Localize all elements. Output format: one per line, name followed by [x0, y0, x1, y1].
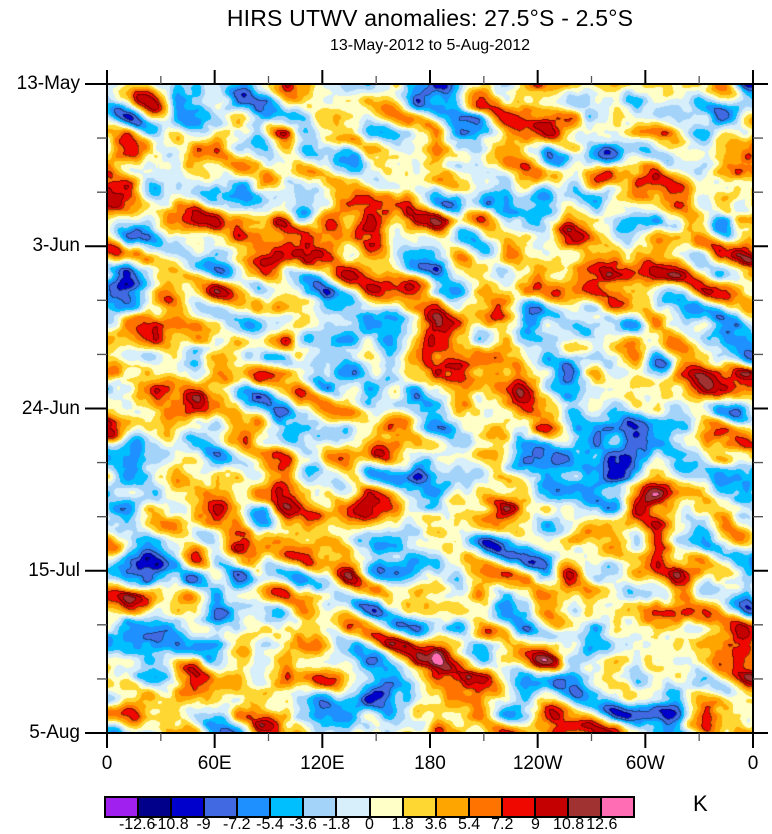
colorbar-segment — [502, 798, 536, 816]
colorbar-tick-label: -12.6 — [118, 816, 156, 833]
major-tick-marks — [85, 70, 768, 748]
colorbar-segment — [205, 798, 239, 816]
chart-subtitle: 13-May-2012 to 5-Aug-2012 — [329, 37, 531, 54]
colorbar-segment — [436, 798, 470, 816]
colorbar-segment — [271, 798, 305, 816]
x-tick-label: 120W — [512, 753, 563, 774]
colorbar-tick-label: -1.8 — [322, 816, 351, 833]
x-tick-label: 0 — [101, 753, 113, 774]
colorbar-tick-label: -7.2 — [222, 816, 251, 833]
colorbar-tick-label: -9 — [196, 816, 211, 833]
plot-frame — [106, 83, 754, 734]
x-tick-label: 180 — [414, 753, 446, 774]
colorbar-segment — [370, 798, 404, 816]
x-tick-label: 60E — [197, 753, 232, 774]
colorbar-segment — [139, 798, 173, 816]
colorbar-tick-label: 10.8 — [553, 816, 585, 833]
colorbar-segment — [238, 798, 272, 816]
y-tick-label: 5-Aug — [29, 722, 80, 743]
y-tick-label: 15-Jul — [28, 559, 80, 581]
colorbar-segment — [469, 798, 503, 816]
contour-field-canvas — [107, 84, 753, 733]
chart-title: HIRS UTWV anomalies: 27.5°S - 2.5°S — [226, 5, 634, 31]
colorbar-tick-label: 3.6 — [424, 816, 447, 833]
colorbar-tick-label: 0 — [365, 816, 374, 833]
x-tick-label: 120E — [300, 753, 345, 774]
colorbar-segment — [172, 798, 206, 816]
colorbar-segment — [304, 798, 338, 816]
colorbar-segment — [403, 798, 437, 816]
colorbar-segment — [337, 798, 371, 816]
colorbar-tick-label: -3.6 — [289, 816, 317, 833]
colorbar-segment — [535, 798, 569, 816]
colorbar-segment — [106, 798, 140, 816]
colorbar-segment — [568, 798, 602, 816]
y-tick-label: 3-Jun — [32, 235, 80, 257]
y-tick-label: 24-Jun — [21, 397, 80, 419]
y-tick-label: 13-May — [16, 73, 80, 94]
x-tick-label: 60W — [625, 753, 665, 774]
colorbar-tick-label: 7.2 — [491, 816, 514, 833]
colorbar-tick-label: -10.8 — [152, 816, 189, 833]
colorbar-tick-label: 5.4 — [457, 816, 481, 833]
minor-tick-marks — [97, 76, 763, 741]
colorbar-units-label: K — [693, 791, 708, 816]
colorbar-tick-label: 9 — [530, 816, 540, 833]
colorbar-segment — [601, 798, 633, 816]
colorbar-tick-label: 1.8 — [391, 816, 414, 833]
colorbar — [104, 796, 635, 818]
x-tick-label: 0 — [747, 753, 759, 774]
colorbar-tick-label: -5.4 — [256, 816, 284, 833]
colorbar-tick-label: 12.6 — [586, 816, 618, 833]
